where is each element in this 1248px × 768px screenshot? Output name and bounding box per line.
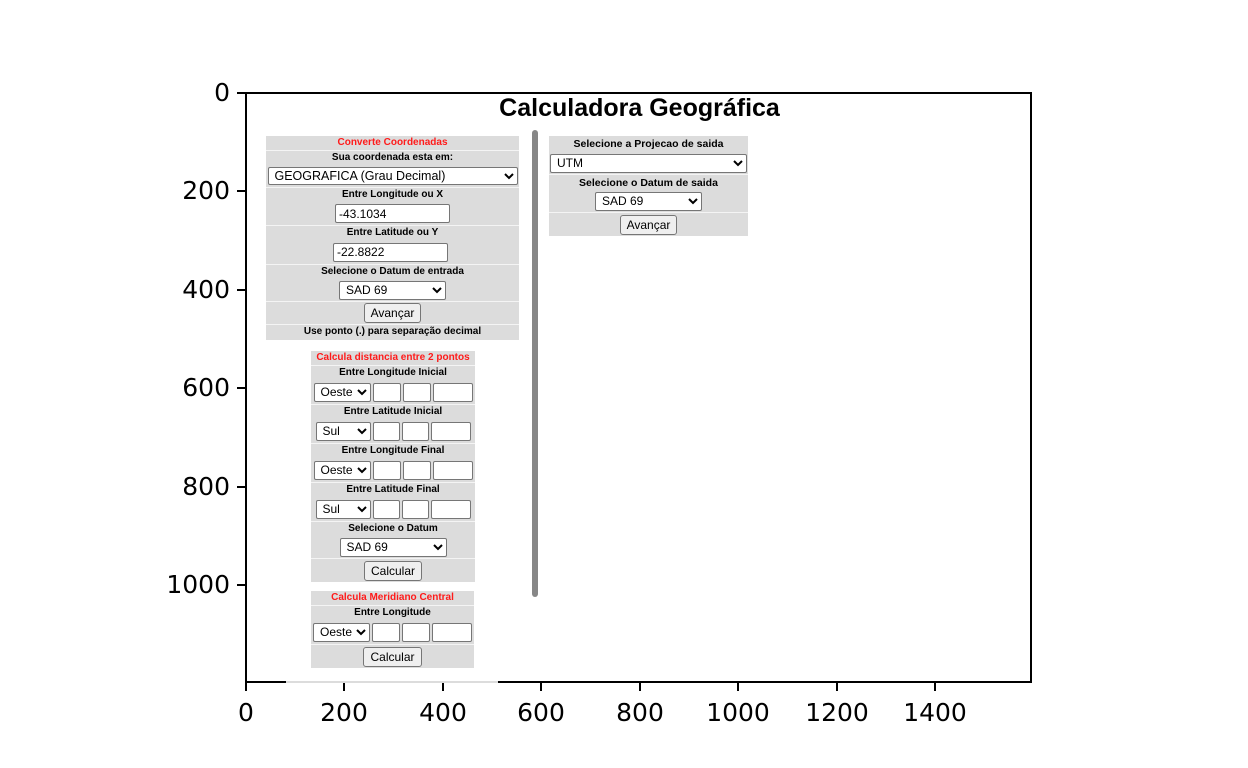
meridian-heading: Calcula Meridiano Central <box>331 592 454 603</box>
converter-panel: Converte Coordenadas Sua coordenada esta… <box>266 136 519 340</box>
y-tick-label: 1000 <box>166 570 230 599</box>
meridian-calc-button[interactable]: Calcular <box>363 646 422 667</box>
page-title: Calculadora Geográfica <box>499 94 780 122</box>
lon-start-dir-select[interactable]: Oeste <box>313 382 371 402</box>
x-tick <box>737 683 739 691</box>
meridian-lon-deg-input[interactable] <box>372 622 400 642</box>
lon-end-sec-input[interactable] <box>432 460 473 480</box>
lat-start-deg-input[interactable] <box>372 421 400 441</box>
y-tick <box>237 190 245 192</box>
datum-out-label: Selecione o Datum de saida <box>579 177 718 189</box>
lon-start-label: Entre Longitude Inicial <box>339 367 447 378</box>
lon-end-label: Entre Longitude Final <box>341 445 445 456</box>
x-tick <box>343 683 345 691</box>
y-tick-label: 600 <box>182 373 230 402</box>
axes-frame <box>245 92 1032 683</box>
lat-start-dir-select[interactable]: Sul <box>315 421 371 441</box>
y-tick-label: 400 <box>182 275 230 304</box>
latitude-label: Entre Latitude ou Y <box>346 227 439 238</box>
distance-datum-select[interactable]: SAD 69 <box>339 537 447 557</box>
x-tick-label: 800 <box>616 698 664 727</box>
coord-type-select[interactable]: GEOGRAFICA (Grau Decimal) <box>267 167 518 185</box>
x-tick <box>540 683 542 691</box>
meridian-lon-sec-input[interactable] <box>432 622 472 642</box>
meridian-lon-dir-select[interactable]: Oeste <box>313 622 370 642</box>
x-tick <box>442 683 444 691</box>
lat-end-min-input[interactable] <box>401 499 429 519</box>
datum-in-select[interactable]: SAD 69 <box>339 280 446 300</box>
x-tick-label: 1000 <box>706 698 770 727</box>
x-tick-label: 600 <box>517 698 565 727</box>
y-tick <box>237 92 245 94</box>
y-tick <box>237 486 245 488</box>
lon-end-deg-input[interactable] <box>372 460 401 480</box>
y-tick-label: 200 <box>182 176 230 205</box>
lat-end-deg-input[interactable] <box>372 499 400 519</box>
output-advance-button[interactable]: Avançar <box>619 214 678 235</box>
x-tick <box>245 683 247 691</box>
lat-end-dir-select[interactable]: Sul <box>315 499 371 519</box>
distance-heading: Calcula distancia entre 2 pontos <box>316 352 470 363</box>
projection-select[interactable]: UTM <box>550 153 747 173</box>
bottom-divider <box>286 681 498 683</box>
x-tick-label: 1400 <box>903 698 967 727</box>
lon-end-min-input[interactable] <box>402 460 431 480</box>
coord-type-label: Sua coordenada esta em: <box>331 152 454 163</box>
distance-panel: Calcula distancia entre 2 pontos Entre L… <box>311 351 475 582</box>
longitude-label: Entre Longitude ou X <box>341 189 444 200</box>
converter-heading: Converte Coordenadas <box>337 137 448 148</box>
lon-start-deg-input[interactable] <box>372 382 401 402</box>
lon-end-dir-select[interactable]: Oeste <box>313 460 371 480</box>
lon-start-sec-input[interactable] <box>432 382 473 402</box>
meridian-lon-label: Entre Longitude <box>354 607 431 618</box>
meridian-panel: Calcula Meridiano Central Entre Longitud… <box>311 591 474 668</box>
latitude-input[interactable] <box>333 242 448 262</box>
output-panel: Selecione a Projecao de saida UTM Seleci… <box>549 136 748 236</box>
y-tick-label: 800 <box>182 472 230 501</box>
distance-datum-label: Selecione o Datum <box>348 523 438 534</box>
lat-start-label: Entre Latitude Inicial <box>343 406 443 417</box>
lat-start-min-input[interactable] <box>401 421 429 441</box>
x-tick <box>639 683 641 691</box>
x-tick-label: 1200 <box>805 698 869 727</box>
datum-in-label: Selecione o Datum de entrada <box>321 266 464 277</box>
panel-divider <box>532 130 538 597</box>
x-tick-label: 400 <box>419 698 467 727</box>
y-tick <box>237 584 245 586</box>
lat-start-sec-input[interactable] <box>430 421 471 441</box>
lat-end-sec-input[interactable] <box>430 499 471 519</box>
y-tick <box>237 387 245 389</box>
lon-start-min-input[interactable] <box>402 382 431 402</box>
converter-advance-button[interactable]: Avançar <box>363 303 422 323</box>
longitude-input[interactable] <box>335 204 450 223</box>
lat-end-label: Entre Latitude Final <box>346 484 440 495</box>
x-tick <box>934 683 936 691</box>
y-tick <box>237 289 245 291</box>
y-tick-label: 0 <box>214 78 230 107</box>
x-tick <box>836 683 838 691</box>
distance-calc-button[interactable]: Calcular <box>363 560 422 581</box>
datum-out-select[interactable]: SAD 69 <box>595 191 702 211</box>
meridian-lon-min-input[interactable] <box>402 622 430 642</box>
decimal-note: Use ponto (.) para separação decimal <box>303 326 482 337</box>
x-tick-label: 0 <box>238 698 254 727</box>
projection-label: Selecione a Projecao de saida <box>573 138 724 150</box>
x-tick-label: 200 <box>320 698 368 727</box>
